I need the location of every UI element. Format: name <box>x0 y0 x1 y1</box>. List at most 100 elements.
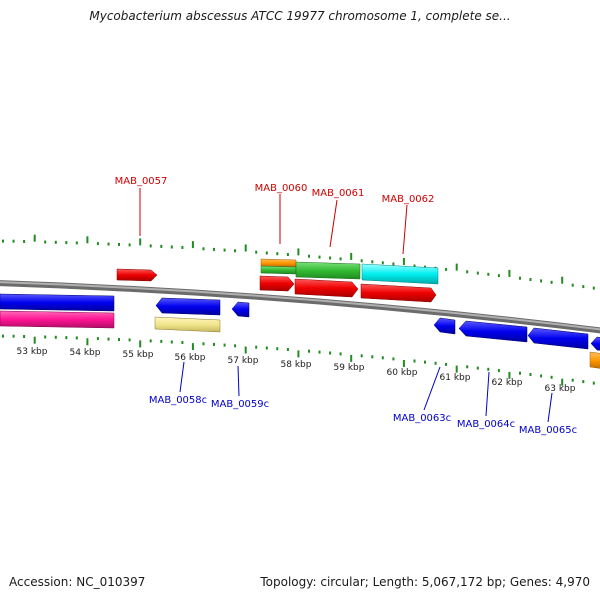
gene-feature-magenta[interactable] <box>0 310 115 329</box>
gene-label-mab-0057[interactable]: MAB_0057 <box>115 176 168 187</box>
reverse-tick-minor <box>424 360 426 364</box>
gene-feature-blue-edge[interactable] <box>590 336 600 351</box>
reverse-tick-minor <box>445 362 448 366</box>
gene-feature-khaki[interactable] <box>154 316 221 333</box>
gene-feature-mab-0060-overlap[interactable] <box>260 265 297 275</box>
forward-gene-labels: MAB_0057 MAB_0060 MAB_0061 MAB_0062 <box>115 176 435 205</box>
gene-feature-mab-0060[interactable] <box>260 258 297 268</box>
reverse-tick-minor <box>529 373 532 376</box>
gene-feature-orange-edge[interactable] <box>589 351 600 369</box>
reverse-tick-major <box>455 365 458 373</box>
forward-tick-minor <box>286 253 289 256</box>
gene-label-mab-0059c[interactable]: MAB_0059c <box>211 399 269 410</box>
reverse-tick-minor <box>550 375 553 379</box>
forward-tick-major <box>561 276 564 284</box>
gene-feature-mab-0059c[interactable] <box>231 301 250 318</box>
gene-label-mab-0061[interactable]: MAB_0061 <box>312 188 365 199</box>
gene-feature-mab-0065c[interactable] <box>527 327 589 350</box>
gene-label-mab-0063c[interactable]: MAB_0063c <box>393 413 451 424</box>
leader-line-mab-0062 <box>402 204 408 255</box>
reverse-tick-major <box>402 360 405 367</box>
reverse-tick-minor <box>308 349 310 353</box>
forward-tick-minor <box>107 242 110 246</box>
reverse-tick-minor <box>434 361 437 365</box>
forward-tick-minor <box>529 278 532 281</box>
scale-label-58: 58 kbp <box>281 360 312 370</box>
reverse-tick-minor <box>149 339 152 343</box>
forward-tick-minor <box>571 283 574 287</box>
leader-line-mab-0061 <box>329 199 338 248</box>
reverse-tick-minor <box>286 348 289 351</box>
forward-tick-major <box>244 244 247 252</box>
scale-label-57: 57 kbp <box>228 356 259 366</box>
scale-label-53: 53 kbp <box>17 347 48 357</box>
gene-label-mab-0062[interactable]: MAB_0062 <box>382 194 435 205</box>
reverse-tick-minor <box>392 357 395 361</box>
reverse-tick-minor <box>75 336 78 340</box>
gene-feature-mab-0058c[interactable] <box>155 297 221 316</box>
forward-tick-major <box>33 234 36 242</box>
forward-tick-minor <box>329 256 332 260</box>
forward-tick-marks <box>2 234 595 290</box>
forward-tick-minor <box>213 247 215 251</box>
forward-tick-minor <box>318 255 321 259</box>
reverse-tick-minor <box>487 367 490 371</box>
reverse-tick-major <box>508 371 511 379</box>
forward-tick-minor <box>96 242 99 246</box>
gene-feature-mab-0061[interactable] <box>295 261 361 280</box>
reverse-tick-minor <box>519 371 521 375</box>
forward-tick-minor <box>497 274 500 278</box>
reverse-tick-minor <box>23 335 26 338</box>
forward-tick-minor <box>2 239 4 243</box>
forward-tick-major <box>350 252 353 260</box>
reverse-tick-major <box>33 336 36 344</box>
forward-tick-minor <box>170 245 173 249</box>
scale-label-55: 55 kbp <box>123 350 154 360</box>
gene-feature-blue-long[interactable] <box>0 293 115 312</box>
forward-tick-major <box>402 258 405 265</box>
gene-feature-red-a[interactable] <box>259 275 295 292</box>
page-title: Mycobacterium abscessus ATCC 19977 chrom… <box>89 9 511 23</box>
reverse-label-leaders <box>179 361 553 423</box>
gene-label-mab-0064c[interactable]: MAB_0064c <box>457 419 515 430</box>
gene-feature-mab-0063c[interactable] <box>433 317 456 335</box>
reverse-tick-minor <box>160 339 163 343</box>
gene-label-mab-0065c[interactable]: MAB_0065c <box>519 425 577 436</box>
forward-tick-minor <box>149 244 152 248</box>
forward-tick-major <box>191 241 194 249</box>
reverse-tick-major <box>350 354 353 362</box>
chromosome-backbone-highlight <box>0 281 600 331</box>
reverse-tick-minor <box>170 340 173 344</box>
reverse-tick-minor <box>540 374 543 378</box>
forward-tick-minor <box>23 240 26 243</box>
gene-feature-mab-0064c[interactable] <box>458 320 528 343</box>
reverse-tick-minor <box>107 337 110 341</box>
forward-tick-major <box>297 248 300 256</box>
forward-tick-minor <box>476 271 479 275</box>
gene-feature-mab-0062[interactable] <box>361 263 439 285</box>
forward-tick-minor <box>160 244 163 248</box>
gene-label-mab-0060[interactable]: MAB_0060 <box>255 183 308 194</box>
gene-feature-red-b[interactable] <box>294 278 359 298</box>
reverse-tick-minor <box>96 337 99 341</box>
leader-line-mab-0063c <box>423 366 441 411</box>
reverse-tick-minor <box>360 354 363 358</box>
forward-tick-minor <box>487 272 490 276</box>
forward-tick-minor <box>392 262 395 266</box>
reverse-tick-marks <box>2 334 595 386</box>
gene-label-mab-0058c[interactable]: MAB_0058c <box>149 395 207 406</box>
scale-label-60: 60 kbp <box>387 368 418 378</box>
gene-feature-mab-0057[interactable] <box>116 268 158 282</box>
leader-line-mab-0065c <box>547 392 553 423</box>
forward-tick-minor <box>381 261 384 265</box>
reverse-tick-minor <box>592 381 595 385</box>
reverse-tick-major <box>86 338 89 346</box>
reverse-tick-minor <box>128 338 131 342</box>
scale-label-63: 63 kbp <box>545 384 576 394</box>
forward-tick-minor <box>339 257 342 261</box>
gene-feature-red-c[interactable] <box>360 283 437 303</box>
reverse-tick-minor <box>118 338 120 341</box>
reverse-tick-minor <box>12 334 15 338</box>
forward-tick-minor <box>202 247 205 251</box>
